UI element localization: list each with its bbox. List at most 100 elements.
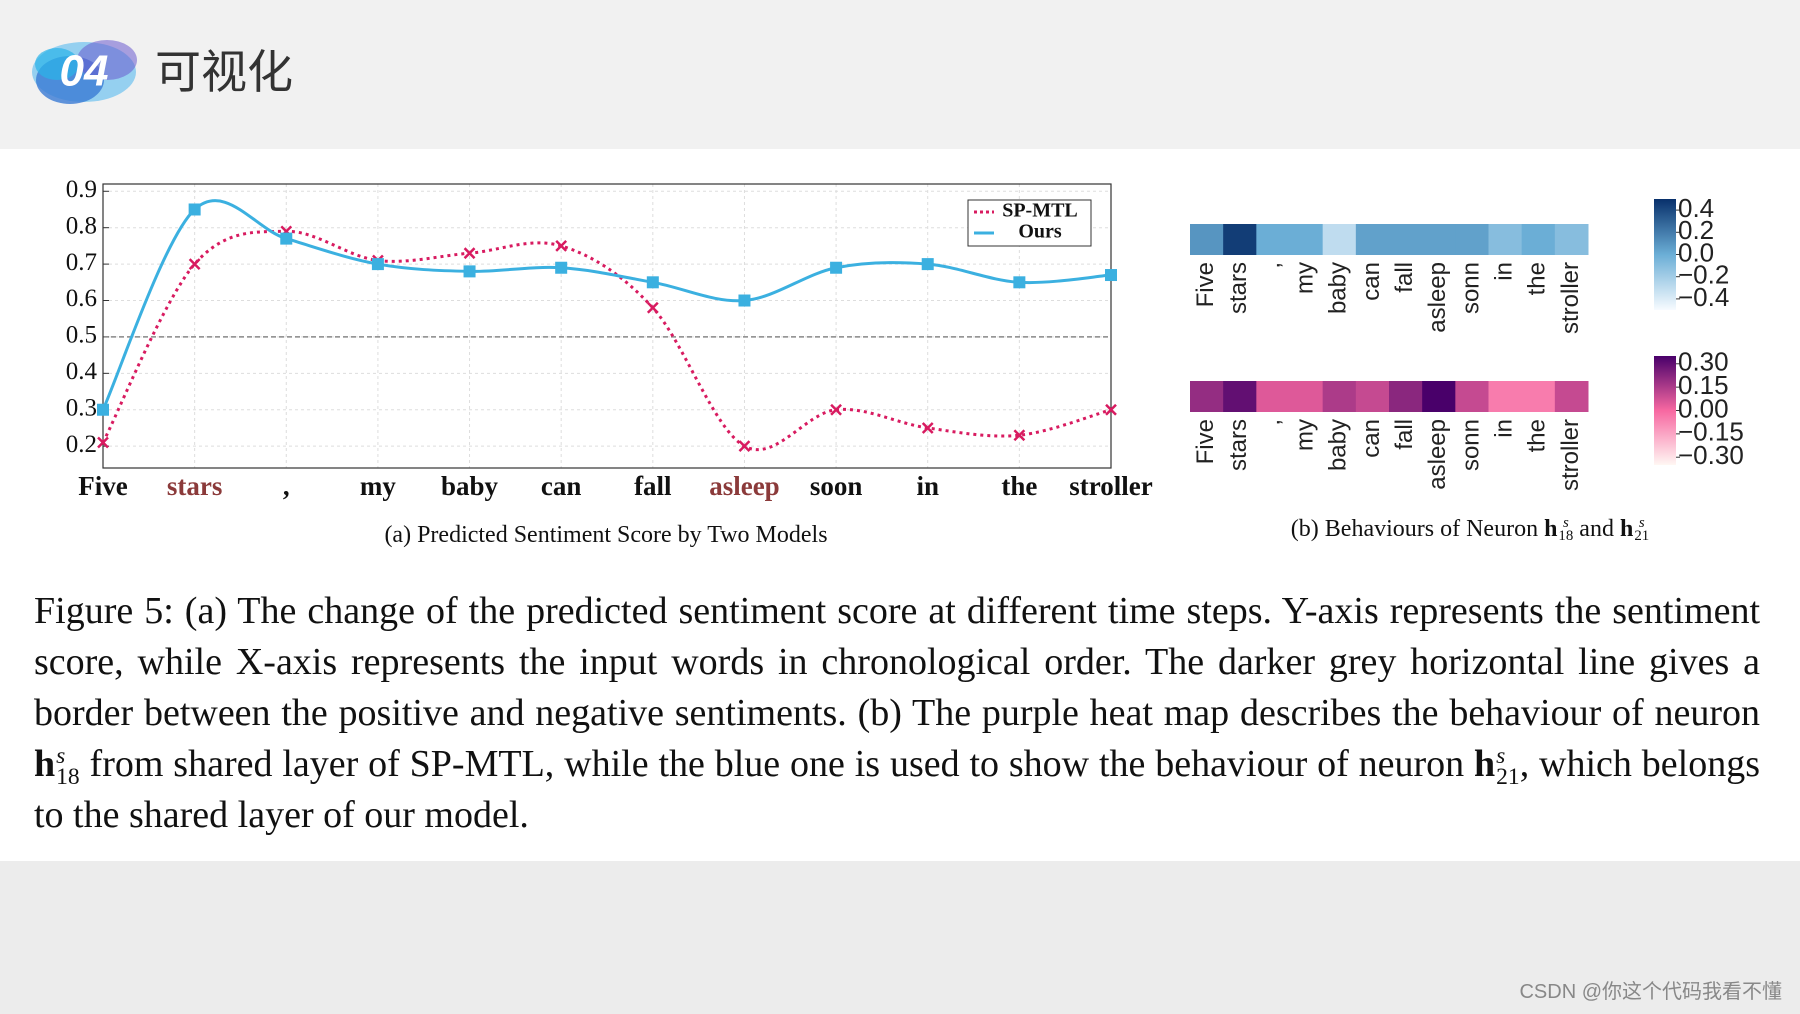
- heat-cell: [1455, 381, 1489, 412]
- math-base: h: [1474, 743, 1496, 785]
- content-area: [0, 149, 1800, 861]
- math-base: h: [34, 743, 56, 785]
- y-tick-label: 0.2: [66, 431, 97, 458]
- text-run: Figure 5: (a) The change of the predicte…: [34, 590, 1760, 734]
- heat-cell: [1488, 381, 1523, 412]
- marker: [1013, 429, 1026, 442]
- heat-label: ,: [1258, 262, 1285, 269]
- x-tick-label: asleep: [709, 471, 780, 501]
- x-tick-label: ,: [283, 471, 290, 501]
- header-band: [0, 0, 1800, 149]
- x-tick-label: soon: [810, 471, 863, 501]
- colorbar: [1654, 199, 1676, 310]
- math-sub: 18: [1558, 528, 1574, 545]
- heat-cell: [1422, 381, 1456, 412]
- heat-cell: [1256, 381, 1290, 412]
- math-sup: s: [1496, 743, 1506, 770]
- math-base: h: [1619, 516, 1634, 542]
- heat-label: asleep: [1424, 419, 1451, 490]
- heat-cell: [1289, 381, 1324, 412]
- x-tick-label: stars: [167, 471, 223, 501]
- heat-cell: [1190, 381, 1224, 412]
- x-tick-label: can: [541, 471, 582, 501]
- y-tick-label: 0.3: [66, 394, 97, 421]
- heat-cell: [1521, 224, 1556, 255]
- marker: [830, 403, 842, 416]
- heat-cell: [1554, 381, 1589, 412]
- marker: [280, 232, 293, 245]
- heat-cell: [1521, 381, 1556, 412]
- slide-title: 可视化: [155, 45, 293, 99]
- text-run: from shared layer of SP-MTL, while the b…: [79, 743, 1474, 785]
- heat-cell: [1554, 224, 1589, 255]
- math-sub: 21: [1634, 528, 1650, 545]
- math-symbol: h s 21: [1619, 515, 1650, 545]
- math-symbol: h s 18: [1544, 515, 1574, 545]
- heat-cell: [1355, 224, 1390, 255]
- subtitle: (a) Predicted Sentiment Score by Two Mod…: [384, 522, 828, 548]
- x-tick-label: stroller: [1069, 471, 1152, 501]
- marker: [1105, 403, 1117, 416]
- math-symbol: h s 18: [34, 739, 80, 790]
- heat-label: in: [1490, 419, 1517, 438]
- heat-label: sonn: [1457, 419, 1484, 471]
- marker: [555, 261, 568, 274]
- marker: [1105, 269, 1117, 282]
- footer-band: [0, 861, 1800, 1014]
- y-tick-label: 0.5: [66, 322, 97, 349]
- heat-label: my: [1291, 262, 1318, 294]
- x-tick-label: in: [916, 471, 939, 501]
- badge-number: 04: [60, 47, 109, 96]
- heat-label: fall: [1391, 419, 1418, 450]
- marker: [830, 261, 843, 274]
- heat-cell: [1422, 224, 1456, 255]
- heat-label: ,: [1258, 419, 1285, 426]
- heat-cell: [1322, 224, 1357, 255]
- marker: [555, 240, 568, 252]
- heat-cell: [1389, 381, 1423, 412]
- text-run: (b) Behaviours of Neuron: [1290, 516, 1545, 542]
- heat-label: Five: [1192, 262, 1219, 307]
- colorbar-label: 0.0: [1678, 237, 1714, 267]
- subtitle: (b) Behaviours of Neuron h s 18 and h s 21: [1200, 515, 1740, 545]
- marker: [371, 258, 384, 271]
- colorbar-label: 0.00: [1678, 393, 1729, 423]
- y-tick-label: 0.9: [66, 176, 97, 203]
- marker: [646, 276, 659, 289]
- x-tick-label: my: [360, 471, 396, 501]
- heat-cell: [1190, 224, 1224, 255]
- heat-label: asleep: [1424, 262, 1451, 333]
- y-tick-label: 0.8: [66, 212, 97, 239]
- x-tick-label: the: [1001, 471, 1037, 501]
- colorbar-label: −0.2: [1678, 260, 1729, 290]
- heat-label: sonn: [1457, 262, 1484, 314]
- marker: [188, 203, 201, 216]
- heat-cell: [1389, 224, 1423, 255]
- heat-cell: [1355, 381, 1390, 412]
- math-sup: s: [1562, 515, 1569, 532]
- heat-cell: [1223, 381, 1257, 412]
- marker: [921, 422, 934, 434]
- heat-label: can: [1358, 419, 1385, 458]
- y-tick-label: 0.7: [66, 249, 97, 276]
- marker: [738, 294, 751, 307]
- heat-label: stars: [1225, 262, 1252, 314]
- legend-label: Ours: [1018, 221, 1062, 243]
- colorbar: [1654, 356, 1676, 465]
- text-run: , which belongs to the shared layer of o…: [34, 743, 1760, 836]
- marker: [921, 258, 934, 271]
- caption: Figure 5: (a) The change of the predicte…: [34, 586, 1760, 841]
- heat-label: fall: [1391, 262, 1418, 293]
- marker: [738, 440, 751, 453]
- heat-label: stroller: [1557, 262, 1584, 334]
- heat-label: the: [1524, 262, 1551, 295]
- marker: [463, 265, 476, 278]
- series-line: [101, 199, 1112, 411]
- math-sup: s: [56, 743, 66, 770]
- heat-cell: [1322, 381, 1357, 412]
- x-tick-label: fall: [634, 471, 672, 501]
- marker: [97, 436, 109, 449]
- marker: [97, 403, 109, 416]
